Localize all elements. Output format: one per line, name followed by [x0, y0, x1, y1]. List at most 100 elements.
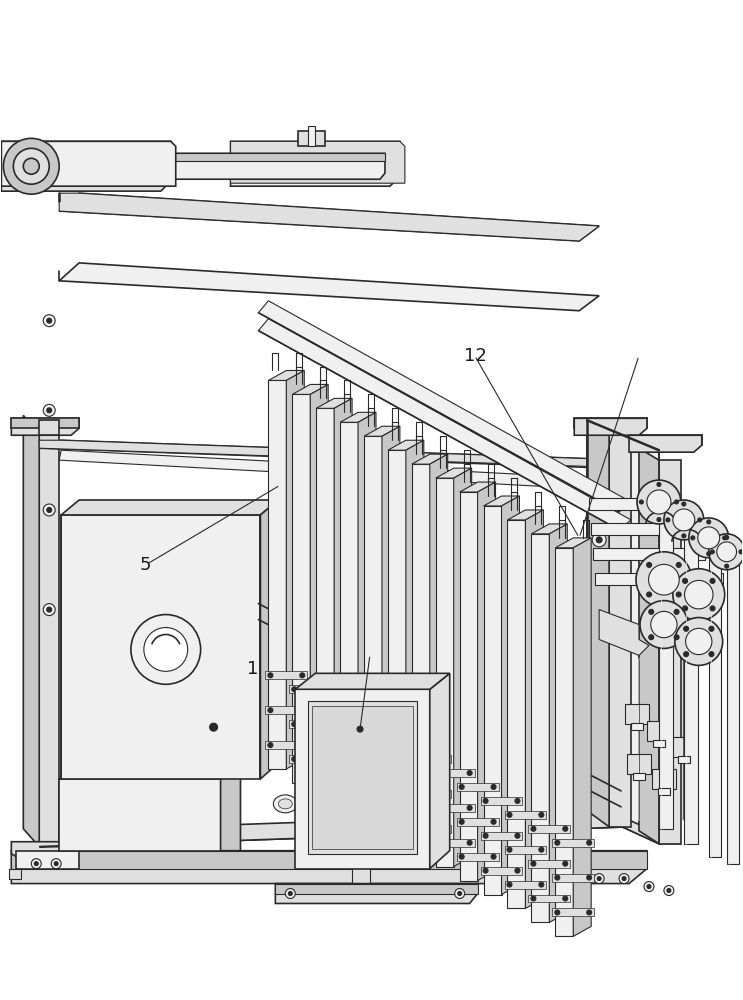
- Polygon shape: [11, 851, 647, 869]
- Circle shape: [646, 562, 652, 567]
- Bar: [528, 825, 571, 833]
- Circle shape: [707, 520, 711, 524]
- Circle shape: [316, 770, 321, 775]
- Circle shape: [674, 635, 679, 640]
- Circle shape: [491, 784, 496, 789]
- Ellipse shape: [311, 807, 335, 825]
- Polygon shape: [59, 193, 599, 241]
- Ellipse shape: [467, 859, 481, 869]
- Polygon shape: [259, 319, 631, 530]
- Polygon shape: [221, 761, 241, 851]
- Circle shape: [664, 500, 704, 540]
- Circle shape: [724, 564, 729, 568]
- Ellipse shape: [501, 867, 525, 885]
- Circle shape: [539, 847, 544, 852]
- Polygon shape: [317, 408, 334, 797]
- Polygon shape: [406, 440, 424, 839]
- Circle shape: [467, 805, 472, 810]
- Polygon shape: [364, 436, 382, 825]
- Polygon shape: [16, 847, 66, 857]
- Circle shape: [531, 861, 536, 866]
- Circle shape: [698, 518, 701, 522]
- Polygon shape: [334, 398, 352, 797]
- Polygon shape: [388, 440, 424, 450]
- Bar: [591, 523, 687, 535]
- Circle shape: [667, 889, 671, 893]
- Circle shape: [675, 500, 678, 504]
- Circle shape: [47, 507, 52, 512]
- Circle shape: [340, 715, 345, 720]
- Bar: [337, 713, 379, 721]
- Circle shape: [268, 673, 273, 678]
- Circle shape: [372, 750, 377, 755]
- Circle shape: [372, 784, 377, 789]
- Bar: [314, 769, 355, 777]
- Polygon shape: [311, 384, 328, 783]
- Circle shape: [531, 896, 536, 901]
- Circle shape: [131, 615, 201, 684]
- Circle shape: [467, 770, 472, 775]
- Bar: [672, 737, 695, 757]
- Bar: [457, 818, 499, 826]
- Bar: [361, 762, 403, 770]
- Bar: [361, 727, 403, 735]
- Bar: [678, 756, 690, 763]
- Circle shape: [562, 896, 568, 901]
- Polygon shape: [429, 454, 448, 853]
- Ellipse shape: [349, 819, 373, 837]
- Circle shape: [531, 826, 536, 831]
- Circle shape: [739, 550, 743, 554]
- Polygon shape: [268, 380, 286, 769]
- Circle shape: [268, 708, 273, 713]
- Circle shape: [647, 490, 671, 514]
- Circle shape: [698, 527, 720, 549]
- Circle shape: [316, 736, 321, 741]
- Polygon shape: [59, 811, 631, 847]
- Polygon shape: [574, 538, 591, 936]
- Bar: [314, 734, 355, 742]
- Bar: [727, 542, 739, 864]
- Circle shape: [387, 743, 392, 748]
- Circle shape: [683, 606, 687, 611]
- Polygon shape: [531, 534, 549, 922]
- Circle shape: [483, 833, 488, 838]
- Bar: [432, 839, 475, 847]
- Bar: [504, 881, 546, 889]
- Circle shape: [515, 833, 520, 838]
- Bar: [409, 790, 451, 798]
- Circle shape: [594, 874, 604, 884]
- Circle shape: [348, 736, 353, 741]
- Bar: [625, 704, 649, 724]
- Polygon shape: [525, 510, 543, 908]
- Circle shape: [288, 892, 292, 896]
- Circle shape: [682, 502, 686, 506]
- Circle shape: [644, 882, 654, 892]
- Circle shape: [47, 408, 52, 413]
- Bar: [684, 515, 698, 844]
- Bar: [385, 776, 426, 784]
- Circle shape: [435, 805, 441, 810]
- Circle shape: [710, 578, 715, 583]
- Polygon shape: [312, 706, 413, 849]
- Bar: [385, 811, 426, 819]
- Bar: [552, 839, 594, 847]
- Polygon shape: [1, 141, 171, 191]
- Polygon shape: [460, 492, 478, 881]
- Polygon shape: [364, 426, 400, 436]
- Text: 1: 1: [247, 660, 259, 678]
- Circle shape: [419, 777, 424, 782]
- Text: 5: 5: [140, 556, 152, 574]
- Bar: [432, 769, 475, 777]
- Circle shape: [324, 722, 328, 727]
- Circle shape: [491, 819, 496, 824]
- Circle shape: [657, 518, 661, 522]
- Polygon shape: [11, 851, 647, 884]
- Circle shape: [491, 854, 496, 859]
- Circle shape: [596, 537, 602, 543]
- Bar: [385, 741, 426, 749]
- Bar: [595, 573, 723, 585]
- Ellipse shape: [463, 855, 487, 873]
- Bar: [658, 788, 670, 795]
- Circle shape: [674, 609, 679, 614]
- Circle shape: [683, 578, 687, 583]
